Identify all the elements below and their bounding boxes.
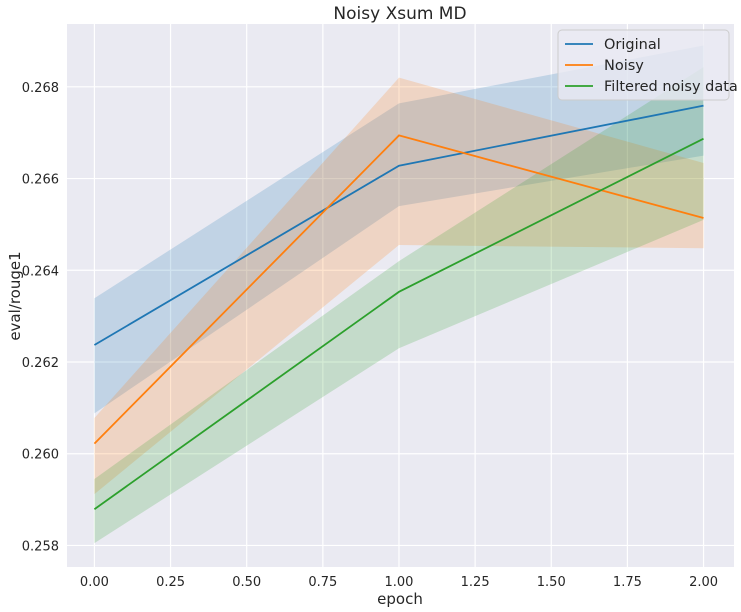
line-original bbox=[93, 104, 704, 346]
grid-lines bbox=[67, 24, 734, 567]
x-tick-label: 0.75 bbox=[308, 575, 337, 590]
legend-box bbox=[557, 29, 730, 101]
legend: Original Noisy Filtered noisy data bbox=[557, 29, 738, 101]
x-tick-label: 0.00 bbox=[80, 575, 109, 590]
confidence-bands bbox=[94, 45, 704, 544]
y-tick-label: 0.266 bbox=[22, 173, 59, 188]
x-tick-label: 1.00 bbox=[385, 575, 414, 590]
y-tick-label: 0.260 bbox=[22, 448, 59, 463]
band-noisy bbox=[94, 77, 704, 495]
x-tick-label: 0.50 bbox=[232, 575, 261, 590]
y-tick-label: 0.264 bbox=[22, 264, 59, 279]
legend-label-original: Original bbox=[604, 37, 661, 53]
x-tick-label: 2.00 bbox=[689, 575, 718, 590]
legend-label-noisy: Noisy bbox=[604, 58, 644, 74]
y-tick-label: 0.262 bbox=[22, 356, 59, 371]
y-axis-label: eval/rouge1 bbox=[6, 251, 24, 340]
series-lines bbox=[93, 104, 704, 510]
x-tick-label: 1.50 bbox=[537, 575, 566, 590]
y-tick-labels: 0.258 0.260 0.262 0.264 0.266 0.268 bbox=[22, 81, 59, 555]
x-tick-labels: 0.00 0.25 0.50 0.75 1.00 1.25 1.50 1.75 2.00 bbox=[80, 575, 718, 590]
x-tick-label: 1.75 bbox=[613, 575, 642, 590]
x-tick-label: 1.25 bbox=[461, 575, 490, 590]
band-filtered-noisy-data bbox=[94, 67, 704, 544]
legend-label-filtered-noisy-data: Filtered noisy data bbox=[604, 79, 738, 95]
x-tick-label: 0.25 bbox=[156, 575, 185, 590]
chart-title: Noisy Xsum MD bbox=[333, 4, 466, 24]
band-original bbox=[94, 45, 704, 414]
y-tick-label: 0.268 bbox=[22, 81, 59, 96]
y-tick-label: 0.258 bbox=[22, 539, 59, 554]
line-filtered-noisy-data bbox=[93, 137, 704, 510]
x-axis-label: epoch bbox=[377, 590, 423, 608]
